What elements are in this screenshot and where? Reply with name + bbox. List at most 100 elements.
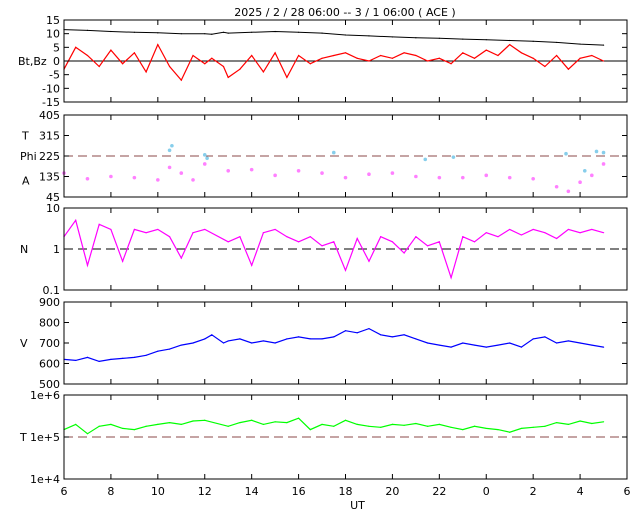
data-point [460, 175, 465, 180]
data-point [579, 342, 581, 344]
data-point [227, 340, 229, 342]
data-point [297, 336, 300, 338]
data-point [602, 421, 605, 423]
x-tick-label: 18 [339, 485, 353, 498]
data-point [567, 228, 569, 231]
panel-temperature: 1e+6 1e+5 1e+4 T 6 8 10 12 14 16 18 20 22 0 2 4 6 UT [19, 389, 631, 512]
x-tick-label: 6 [624, 485, 631, 498]
data-point [251, 419, 253, 421]
data-point [532, 228, 534, 231]
series-theta [167, 143, 606, 173]
data-point [262, 340, 264, 342]
data-point [75, 359, 77, 362]
data-point [211, 33, 213, 35]
x-tick-label: 12 [198, 485, 212, 498]
data-point [222, 342, 225, 344]
x-tick-label: 16 [292, 485, 306, 498]
data-point [423, 157, 428, 162]
data-point [473, 344, 476, 346]
data-point [403, 52, 405, 54]
data-point [262, 232, 264, 234]
data-point [239, 338, 241, 340]
data-point [602, 60, 605, 62]
data-point [403, 424, 405, 426]
data-point [274, 421, 276, 423]
data-point [391, 36, 394, 38]
data-point [274, 52, 276, 54]
y-tick-label: 135 [39, 171, 60, 184]
x-tick-label: 0 [483, 485, 490, 498]
data-point [415, 338, 417, 340]
data-point [191, 178, 195, 182]
data-point [556, 54, 558, 57]
data-point [156, 178, 160, 182]
data-point [297, 417, 300, 419]
x-tick-label: 6 [61, 485, 68, 498]
data-point [98, 65, 100, 68]
data-point [390, 171, 395, 175]
data-point [438, 241, 440, 243]
series-line [63, 417, 604, 435]
data-point [532, 338, 534, 340]
data-point [403, 252, 405, 254]
data-point [321, 57, 323, 59]
data-point [415, 37, 417, 39]
data-point [578, 180, 582, 184]
data-point [368, 260, 370, 262]
data-point [368, 60, 370, 62]
data-point [509, 228, 511, 231]
y-axis-label: V [20, 337, 28, 350]
data-point [222, 65, 225, 68]
data-point [343, 175, 348, 180]
data-point [601, 162, 606, 166]
data-point [168, 65, 171, 68]
data-point [462, 52, 464, 54]
y-tick-label: 1 [53, 243, 60, 256]
data-point [427, 60, 429, 62]
data-point [297, 31, 300, 33]
data-point [122, 357, 124, 359]
y-tick-label: 405 [39, 109, 60, 122]
data-point [485, 427, 487, 430]
data-point [544, 425, 546, 427]
data-point [145, 71, 147, 73]
data-point [344, 52, 347, 54]
y-tick-label: 900 [39, 296, 60, 309]
data-point [122, 427, 124, 430]
data-point [286, 236, 288, 238]
y-tick-label: 1e+5 [30, 431, 60, 444]
data-point [579, 232, 581, 234]
data-point [145, 425, 147, 427]
data-point [333, 241, 335, 243]
data-point [286, 422, 288, 424]
data-point [321, 245, 323, 247]
data-point [227, 425, 229, 427]
data-point [507, 175, 512, 180]
data-point [591, 228, 593, 231]
data-point [204, 338, 206, 340]
data-point [450, 346, 452, 348]
data-point [204, 33, 206, 35]
data-point [450, 63, 452, 65]
data-point [356, 423, 358, 425]
data-point [204, 419, 206, 421]
data-point [98, 223, 100, 225]
data-point [556, 342, 558, 344]
data-point [331, 150, 336, 155]
x-tick-label: 8 [107, 485, 114, 498]
data-point [414, 174, 418, 179]
data-point [180, 423, 182, 425]
data-point [321, 32, 323, 34]
data-point [222, 31, 225, 33]
data-point [145, 354, 147, 356]
data-point [168, 236, 171, 238]
data-point [86, 264, 89, 266]
x-tick-label: 10 [151, 485, 165, 498]
data-point [450, 426, 452, 428]
data-point [437, 175, 442, 180]
data-point [532, 426, 534, 428]
data-point [602, 232, 605, 234]
data-point [485, 346, 487, 348]
